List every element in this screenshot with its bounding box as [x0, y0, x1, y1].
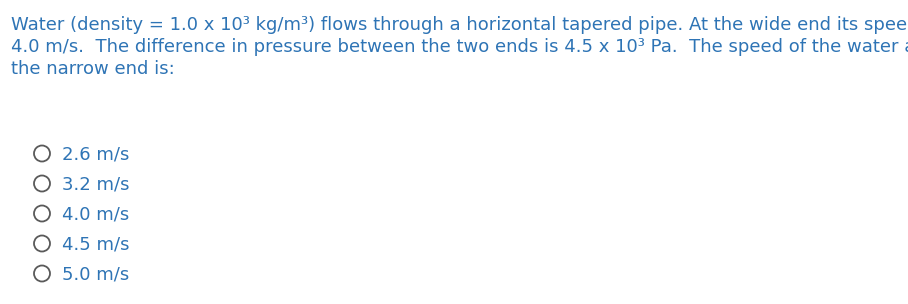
- Text: the narrow end is:: the narrow end is:: [11, 60, 174, 78]
- Text: 4.5 m/s: 4.5 m/s: [62, 236, 130, 254]
- Text: 2.6 m/s: 2.6 m/s: [62, 146, 129, 164]
- Text: Water (density = 1.0 x 10³ kg/m³) flows through a horizontal tapered pipe. At th: Water (density = 1.0 x 10³ kg/m³) flows …: [11, 16, 908, 34]
- Text: 5.0 m/s: 5.0 m/s: [62, 265, 129, 284]
- Text: 4.0 m/s.  The difference in pressure between the two ends is 4.5 x 10³ Pa.  The : 4.0 m/s. The difference in pressure betw…: [11, 39, 908, 57]
- Text: 3.2 m/s: 3.2 m/s: [62, 175, 130, 194]
- Text: 4.0 m/s: 4.0 m/s: [62, 206, 129, 223]
